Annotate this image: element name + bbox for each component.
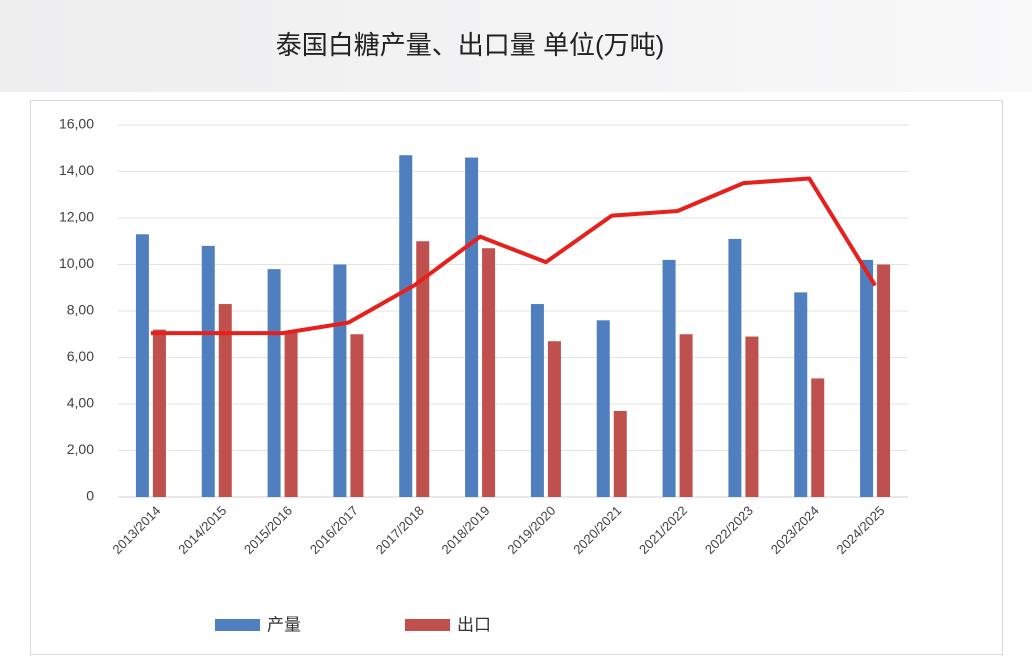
bar xyxy=(679,334,693,497)
y-tick-label: 16,00 xyxy=(59,116,94,132)
bar xyxy=(596,320,610,497)
bar xyxy=(662,259,676,497)
chart-title: 泰国白糖产量、出口量 单位(万吨) xyxy=(276,30,665,60)
y-tick-label: 14,00 xyxy=(59,162,94,178)
bar xyxy=(877,264,891,497)
bar xyxy=(811,378,825,497)
y-tick-label: 0 xyxy=(86,488,94,504)
legend-swatch xyxy=(215,619,260,631)
bar xyxy=(794,292,808,497)
y-tick-label: 12,00 xyxy=(59,209,94,225)
legend-swatch xyxy=(405,619,450,631)
bar xyxy=(284,331,298,497)
line xyxy=(150,176,877,336)
bar xyxy=(745,336,759,497)
header-band xyxy=(0,0,1032,92)
y-tick-label: 2,00 xyxy=(67,441,94,457)
chart-panel xyxy=(30,100,1003,655)
bar xyxy=(530,304,544,497)
bar xyxy=(613,410,627,497)
bar xyxy=(152,329,166,497)
bar xyxy=(416,241,430,497)
bar xyxy=(201,245,215,497)
bar xyxy=(399,155,413,497)
y-tick-label: 10,00 xyxy=(59,255,94,271)
bar xyxy=(547,341,561,497)
bar xyxy=(860,259,874,497)
bar xyxy=(333,264,347,497)
bar xyxy=(135,234,149,497)
legend-label: 出口 xyxy=(457,615,491,634)
legend-label: 产量 xyxy=(267,615,301,634)
bar xyxy=(350,334,364,497)
bar xyxy=(218,304,232,497)
bar xyxy=(465,157,479,498)
bar xyxy=(267,269,281,497)
y-tick-label: 4,00 xyxy=(67,395,94,411)
bar xyxy=(728,238,742,498)
bar xyxy=(482,248,496,497)
y-tick-label: 8,00 xyxy=(67,302,94,318)
y-tick-label: 6,00 xyxy=(67,348,94,364)
